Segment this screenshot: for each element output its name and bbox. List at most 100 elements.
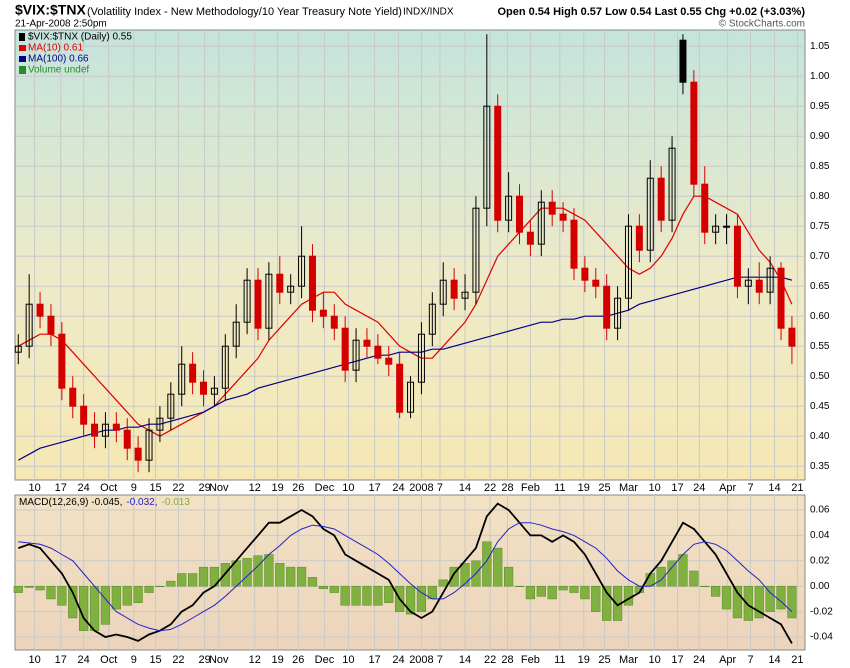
x-tick-label: 19 [271, 482, 283, 494]
x-tick-label: 25 [598, 654, 610, 666]
candle-body [101, 423, 109, 437]
x-tick-label: Nov [209, 654, 229, 666]
candle-body [145, 429, 153, 461]
histogram-bar [340, 585, 350, 606]
x-tick-label: 22 [172, 482, 184, 494]
histogram-bar [405, 585, 416, 615]
candle-body [276, 273, 284, 293]
x-tick-label: 24 [693, 482, 705, 494]
y-tick-label: -0.02 [810, 606, 833, 617]
series-line [18, 522, 793, 632]
y-tick-label: 0.60 [810, 311, 830, 322]
x-tick-label: 14 [459, 654, 471, 666]
candle-body [472, 207, 480, 293]
histogram-bar [689, 570, 699, 587]
histogram-bar [547, 585, 557, 600]
histogram-bar [482, 541, 492, 587]
candle-body [80, 405, 88, 425]
x-tick-label: 17 [671, 654, 683, 666]
histogram-bar [307, 577, 318, 587]
histogram-bar [743, 585, 753, 621]
x-tick-label: Feb [521, 654, 540, 666]
candle-body [91, 423, 99, 437]
histogram-bar [416, 585, 427, 612]
legend-swatch [19, 45, 26, 51]
y-tick-label: 1.00 [810, 71, 830, 82]
histogram-bar [591, 585, 601, 612]
candle-body [668, 147, 676, 221]
x-tick-label: 7 [437, 654, 443, 666]
candle-body [733, 225, 741, 287]
histogram-bar [362, 585, 372, 606]
histogram-bar [449, 566, 459, 587]
y-tick-label: 1.05 [810, 41, 830, 52]
candle-body [766, 267, 774, 293]
histogram-bar [373, 585, 383, 606]
candle-body [69, 387, 77, 407]
candle-body [385, 357, 393, 365]
x-tick-label: 24 [392, 482, 404, 494]
candle-body [592, 279, 600, 287]
candle-body [570, 219, 578, 269]
candle-body [254, 279, 262, 329]
x-tick-label: 24 [392, 654, 404, 666]
candle-body [755, 279, 763, 293]
x-tick-label: 26 [292, 654, 304, 666]
x-tick-label: 17 [671, 482, 683, 494]
y-tick-label: 0.95 [810, 101, 830, 112]
histogram-bar [100, 585, 111, 625]
description: (Volatility Index - New Methodology/10 Y… [87, 6, 402, 18]
x-tick-label: 24 [78, 482, 90, 494]
legend-swatch [19, 66, 26, 74]
histogram-bar [318, 585, 328, 590]
histogram-bar [536, 585, 546, 597]
candle-body [210, 387, 218, 395]
date: 21-Apr-2008 2:50pm [15, 19, 107, 30]
candle-body [581, 267, 589, 281]
legend-label: -0.013 [162, 497, 191, 508]
x-tick-label: 10 [649, 654, 661, 666]
histogram-bar [667, 560, 677, 587]
histogram-bar [569, 585, 579, 593]
candle-body [58, 333, 66, 389]
x-tick-label: 15 [149, 654, 161, 666]
histogram-bar [177, 573, 187, 587]
histogram-bar [558, 585, 568, 591]
candle-body [450, 279, 458, 299]
y-tick-label: 0.80 [810, 191, 830, 202]
candle-body [483, 105, 491, 209]
candle-body [635, 225, 643, 251]
y-tick-label: 0.06 [810, 505, 830, 516]
y-tick-label: 0.65 [810, 281, 830, 292]
legend-label: Volume undef [28, 65, 89, 76]
x-tick-label: 25 [598, 482, 610, 494]
candle-body [265, 273, 273, 329]
candle-body [537, 201, 545, 245]
x-tick-label: 19 [578, 482, 590, 494]
candle-body [777, 267, 785, 329]
histogram-bar [525, 585, 536, 600]
x-tick-label: Oct [100, 654, 117, 666]
candle-body [330, 315, 338, 329]
histogram-bar [504, 566, 514, 587]
histogram-bar [656, 566, 666, 587]
histogram-bar [514, 585, 525, 587]
x-tick-label: 24 [78, 654, 90, 666]
legend-label: -0.032, [126, 497, 157, 508]
candle-body [363, 339, 371, 347]
candle-body [516, 195, 524, 233]
y-tick-label: 0.55 [810, 341, 830, 352]
histogram-bar [13, 585, 23, 593]
legend-swatch [19, 56, 26, 62]
histogram-bar [776, 585, 786, 610]
candle-body [14, 345, 22, 353]
histogram-bar [46, 585, 56, 600]
histogram-bar [678, 554, 688, 587]
x-tick-label: 19 [271, 654, 283, 666]
candle-body [189, 363, 197, 383]
candle-body [341, 327, 349, 371]
legend-label: MA(10) 0.61 [28, 43, 83, 54]
x-tick-label: 7 [437, 482, 443, 494]
candle-body [603, 285, 611, 329]
x-tick-label: 12 [249, 654, 261, 666]
